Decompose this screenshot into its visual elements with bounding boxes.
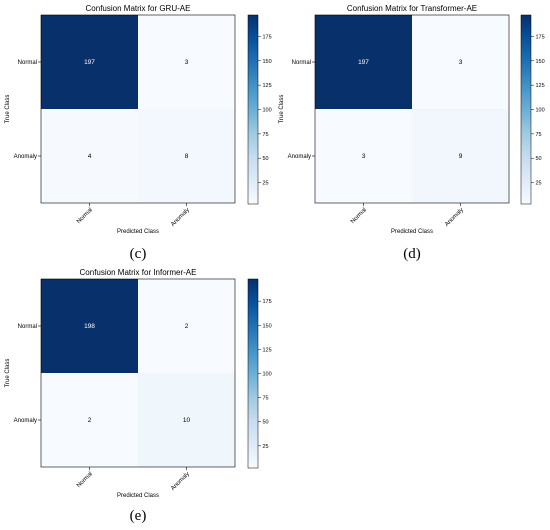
cell-value-label: 8 [185,153,189,160]
chart-title: Confusion Matrix for Informer-AE [80,268,197,277]
confusion-matrix-panel-1: Confusion Matrix for GRU-AE 197 3 4 8 Normal A… [5,4,272,262]
colorbar-tick-label: 50 [536,156,542,162]
matrix-cell [315,109,412,203]
colorbar-tick-label: 175 [263,34,272,40]
confusion-matrix-panel-2: Confusion Matrix for Transformer-AE 197 3 3… [279,4,545,262]
chart-title: Confusion Matrix for Transformer-AE [347,4,477,13]
cell-value-label: 197 [84,59,95,66]
x-tick-label: Normal [76,207,94,225]
colorbar [247,14,259,205]
matrix-cell [41,15,138,109]
y-axis-label: True Class [5,359,11,388]
colorbar-tick-label: 125 [536,83,545,89]
cell-value-label: 10 [183,417,191,424]
cell-value-label: 9 [459,153,463,160]
y-tick-label: Anomaly [14,154,37,160]
y-tick-label: Anomaly [288,154,311,160]
matrix-cell [412,15,509,109]
x-axis-label: Predicted Class [391,229,433,235]
panel-label: (d) [403,246,421,262]
matrix-cell [41,109,138,203]
x-axis-label: Predicted Class [117,493,159,499]
matrix-cell [315,15,412,109]
cell-value-label: 3 [185,59,189,66]
colorbar-tick-label: 150 [263,59,272,65]
colorbar-tick-label: 25 [263,444,269,450]
matrix-cell [41,279,138,373]
x-tick-label: Anomaly [444,207,465,228]
cell-value-label: 197 [358,59,369,66]
y-axis-label: True Class [279,95,285,124]
plot-frame [40,14,236,204]
colorbar-tick-label: 100 [263,108,272,114]
colorbar [520,14,532,205]
colorbar-tick-label: 100 [536,108,545,114]
cell-value-label: 3 [362,153,366,160]
matrix-cell [412,109,509,203]
cell-value-label: 3 [459,59,463,66]
matrix-cell [138,109,235,203]
chart-title: Confusion Matrix for GRU-AE [86,4,191,13]
cell-value-label: 2 [185,323,189,330]
y-tick-label: Anomaly [14,418,37,424]
plot-frame [40,278,236,468]
colorbar [247,278,259,469]
matrix-cell [138,15,235,109]
colorbar-tick-label: 175 [263,299,272,305]
colorbar-tick-label: 175 [536,34,545,40]
x-tick-label: Anomaly [170,471,191,492]
colorbar-tick-label: 100 [263,372,272,378]
x-tick-label: Normal [76,471,94,489]
colorbar-tick-label: 25 [536,181,542,187]
colorbar-tick-label: 75 [263,132,269,138]
colorbar-tick-label: 150 [263,323,272,329]
colorbar-tick-label: 150 [536,59,545,65]
x-tick-label: Anomaly [170,207,191,228]
cell-value-label: 4 [88,153,92,160]
y-tick-label: Normal [292,60,311,66]
cell-value-label: 198 [84,323,95,330]
cell-value-label: 2 [88,417,92,424]
panel-label: (e) [130,508,147,524]
y-tick-label: Normal [18,60,37,66]
colorbar-tick-label: 25 [263,181,269,187]
matrix-cell [138,279,235,373]
confusion-matrix-panel-3: Confusion Matrix for Informer-AE 198 2 2 10 N… [5,268,272,524]
plot-frame [314,14,510,204]
y-axis-label: True Class [5,95,11,124]
colorbar-tick-label: 75 [263,396,269,402]
y-tick-label: Normal [18,324,37,330]
matrix-cell [138,373,235,467]
x-tick-label: Normal [350,207,368,225]
colorbar-tick-label: 75 [536,132,542,138]
colorbar-tick-label: 125 [263,347,272,353]
x-axis-label: Predicted Class [117,229,159,235]
matrix-cell [41,373,138,467]
colorbar-tick-label: 50 [263,420,269,426]
colorbar-tick-label: 125 [263,83,272,89]
panel-label: (c) [130,246,147,262]
colorbar-tick-label: 50 [263,156,269,162]
